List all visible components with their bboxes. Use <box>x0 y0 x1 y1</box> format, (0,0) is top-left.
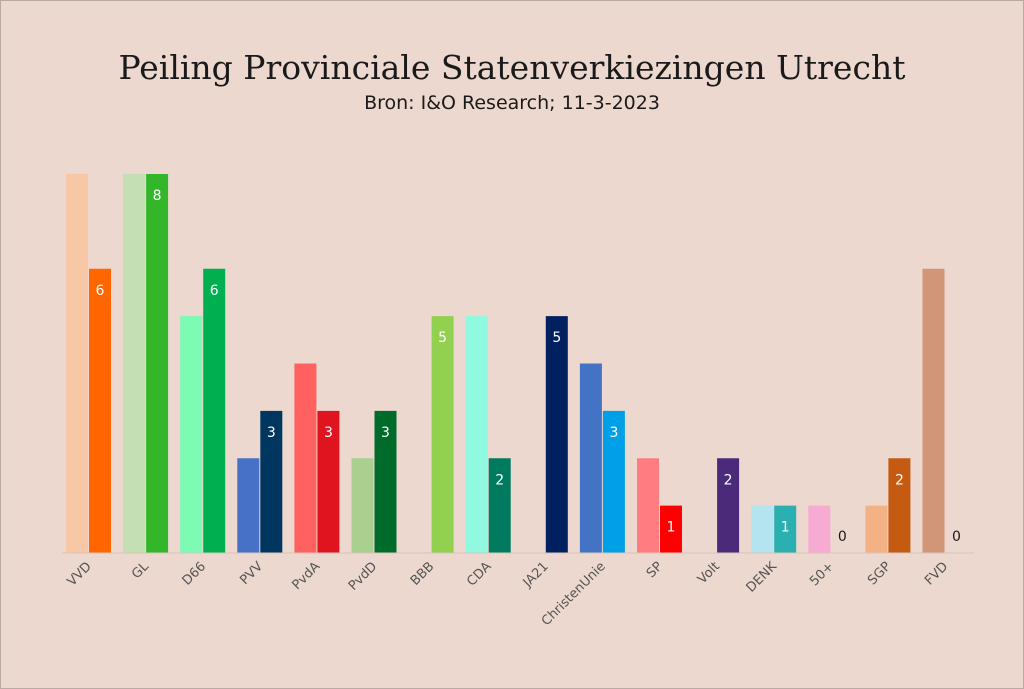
bar-d66-series-2 <box>203 268 226 553</box>
bar-sp-series-1 <box>637 458 659 553</box>
bar-pvv-series-1 <box>237 458 260 553</box>
x-tick-label-pvda: PvdA <box>290 559 324 593</box>
data-label-volt: 2 <box>724 472 733 488</box>
bar-pvv-series-2 <box>260 410 283 553</box>
data-label-sp: 1 <box>667 520 676 536</box>
bar-gl-series-1 <box>123 174 146 553</box>
bar-vvd-series-2 <box>89 268 111 553</box>
x-tick-label-bbb: BBB <box>408 559 438 589</box>
chart-subtitle: Bron: I&O Research; 11-3-2023 <box>364 92 660 114</box>
x-tick-label-cda: CDA <box>464 559 494 589</box>
bar-ja21-series-2 <box>545 316 568 553</box>
data-label-denk: 1 <box>781 520 790 536</box>
data-label-pvv: 3 <box>267 425 276 441</box>
bar-pvda-series-2 <box>317 410 340 553</box>
x-tick-label-vvd: VVD <box>65 559 95 589</box>
bar-christenunie-series-2 <box>602 410 625 553</box>
x-tick-label-pvv: PVV <box>237 559 266 588</box>
x-tick-label-d66: D66 <box>180 559 209 588</box>
x-tick-label-denk: DENK <box>744 559 781 596</box>
bar-volt-series-2 <box>717 458 740 553</box>
data-label-cda: 2 <box>495 472 504 488</box>
x-tick-label-sgp: SGP <box>865 559 894 588</box>
data-label-gl: 8 <box>153 188 162 204</box>
bar-cda-series-2 <box>488 458 511 553</box>
data-label-sgp: 2 <box>895 472 904 488</box>
bar-sgp-series-1 <box>865 505 888 553</box>
x-tick-label-sp: SP <box>644 559 666 581</box>
bar-sgp-series-2 <box>888 458 911 553</box>
bar-denk-series-2 <box>774 505 797 553</box>
bars-group <box>66 174 945 553</box>
bar-d66-series-1 <box>180 316 203 553</box>
bar-pvdd-series-1 <box>351 458 374 553</box>
data-label-50: 0 <box>838 529 847 545</box>
bar-christenunie-series-1 <box>579 363 602 553</box>
bar-cda-series-1 <box>465 316 488 553</box>
x-tick-label-pvdd: PvdD <box>346 559 381 594</box>
data-labels: 6 8 6 3 3 3 5 2 5 3 1 2 1 0 2 0 <box>96 188 961 545</box>
x-tick-label-fvd: FVD <box>922 559 951 588</box>
bar-denk-series-1 <box>751 505 774 553</box>
data-label-vvd: 6 <box>96 283 105 299</box>
data-label-ja21: 5 <box>552 330 561 346</box>
x-tick-label-volt: Volt <box>695 559 723 587</box>
data-label-d66: 6 <box>210 283 219 299</box>
data-label-pvdd: 3 <box>381 425 390 441</box>
x-tick-label-gl: GL <box>129 559 152 582</box>
data-label-fvd: 0 <box>952 529 961 545</box>
x-tick-label-50: 50+ <box>807 559 837 589</box>
bar-fvd-series-1 <box>922 268 945 553</box>
bar-sp-series-2 <box>660 505 682 553</box>
bar-pvda-series-1 <box>294 363 317 553</box>
data-label-christenunie: 3 <box>609 425 618 441</box>
bar-bbb-series-2 <box>431 316 454 553</box>
bar-vvd-series-1 <box>66 174 88 553</box>
bar-gl-series-2 <box>146 174 169 553</box>
bar-pvdd-series-2 <box>374 410 397 553</box>
chart-title: Peiling Provinciale Statenverkiezingen U… <box>119 48 906 87</box>
data-label-bbb: 5 <box>438 330 447 346</box>
bar-50-series-1 <box>808 505 831 553</box>
x-tick-label-ja21: JA21 <box>520 559 552 591</box>
data-label-pvda: 3 <box>324 425 333 441</box>
x-tick-labels: VVD GL D66 PVV PvdA PvdD BBB CDA JA21ChristenUni… <box>65 559 952 629</box>
